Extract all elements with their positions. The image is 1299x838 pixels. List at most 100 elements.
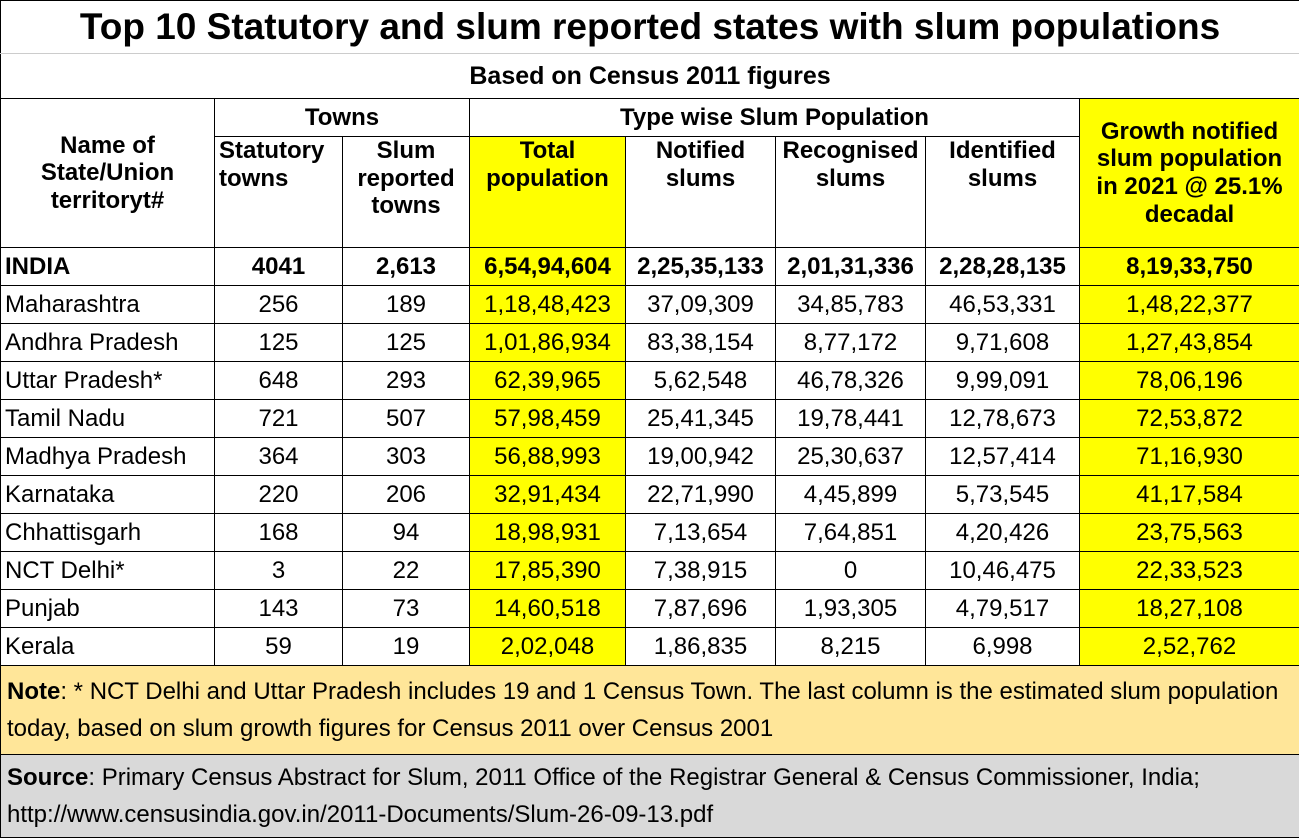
cell-slum-reported: 125 — [343, 324, 470, 362]
header-name: Name of State/Union territoryt# — [1, 99, 215, 248]
cell-recognised: 34,85,783 — [776, 286, 926, 324]
cell-growth: 41,17,584 — [1080, 476, 1299, 514]
header-towns-group: Towns — [215, 99, 470, 137]
header-statutory: Statutory towns — [215, 137, 343, 248]
cell-identified: 2,28,28,135 — [926, 248, 1080, 286]
cell-notified: 22,71,990 — [626, 476, 776, 514]
cell-notified: 1,86,835 — [626, 628, 776, 666]
cell-identified: 12,78,673 — [926, 400, 1080, 438]
note-cell: Note: * NCT Delhi and Uttar Pradesh incl… — [1, 666, 1299, 755]
cell-identified: 46,53,331 — [926, 286, 1080, 324]
cell-slum-reported: 2,613 — [343, 248, 470, 286]
cell-total: 2,02,048 — [470, 628, 626, 666]
cell-recognised: 46,78,326 — [776, 362, 926, 400]
cell-growth: 71,16,930 — [1080, 438, 1299, 476]
cell-slum-reported: 22 — [343, 552, 470, 590]
cell-growth: 1,48,22,377 — [1080, 286, 1299, 324]
cell-statutory: 220 — [215, 476, 343, 514]
slum-population-table-figure: Top 10 Statutory and slum reported state… — [0, 0, 1299, 816]
cell-statutory: 59 — [215, 628, 343, 666]
cell-slum-reported: 73 — [343, 590, 470, 628]
cell-notified: 2,25,35,133 — [626, 248, 776, 286]
cell-notified: 7,13,654 — [626, 514, 776, 552]
header-total: Total population — [470, 137, 626, 248]
cell-total: 18,98,931 — [470, 514, 626, 552]
cell-growth: 1,27,43,854 — [1080, 324, 1299, 362]
cell-identified: 4,79,517 — [926, 590, 1080, 628]
cell-statutory: 4041 — [215, 248, 343, 286]
header-growth: Growth notified slum population in 2021 … — [1080, 99, 1299, 248]
cell-name: Chhattisgarh — [1, 514, 215, 552]
table-title: Top 10 Statutory and slum reported state… — [1, 1, 1299, 54]
cell-recognised: 8,215 — [776, 628, 926, 666]
cell-slum-reported: 206 — [343, 476, 470, 514]
cell-notified: 37,09,309 — [626, 286, 776, 324]
cell-name: INDIA — [1, 248, 215, 286]
cell-total: 62,39,965 — [470, 362, 626, 400]
cell-identified: 5,73,545 — [926, 476, 1080, 514]
cell-name: Uttar Pradesh* — [1, 362, 215, 400]
cell-statutory: 721 — [215, 400, 343, 438]
cell-identified: 9,71,608 — [926, 324, 1080, 362]
cell-slum-reported: 303 — [343, 438, 470, 476]
cell-recognised: 19,78,441 — [776, 400, 926, 438]
cell-identified: 9,99,091 — [926, 362, 1080, 400]
cell-recognised: 4,45,899 — [776, 476, 926, 514]
source-text: : Primary Census Abstract for Slum, 2011… — [7, 764, 1200, 828]
cell-statutory: 168 — [215, 514, 343, 552]
cell-growth: 18,27,108 — [1080, 590, 1299, 628]
cell-total: 32,91,434 — [470, 476, 626, 514]
cell-recognised: 0 — [776, 552, 926, 590]
cell-statutory: 364 — [215, 438, 343, 476]
cell-statutory: 143 — [215, 590, 343, 628]
cell-growth: 2,52,762 — [1080, 628, 1299, 666]
cell-notified: 7,38,915 — [626, 552, 776, 590]
source-label: Source — [7, 764, 88, 791]
cell-growth: 22,33,523 — [1080, 552, 1299, 590]
cell-name: Andhra Pradesh — [1, 324, 215, 362]
cell-total: 17,85,390 — [470, 552, 626, 590]
source-cell: Source: Primary Census Abstract for Slum… — [1, 755, 1299, 838]
cell-total: 57,98,459 — [470, 400, 626, 438]
cell-identified: 10,46,475 — [926, 552, 1080, 590]
note-label: Note — [7, 678, 60, 705]
cell-name: Kerala — [1, 628, 215, 666]
cell-total: 56,88,993 — [470, 438, 626, 476]
cell-statutory: 3 — [215, 552, 343, 590]
cell-slum-reported: 189 — [343, 286, 470, 324]
cell-slum-reported: 507 — [343, 400, 470, 438]
cell-identified: 4,20,426 — [926, 514, 1080, 552]
table-subtitle: Based on Census 2011 figures — [1, 54, 1299, 99]
cell-notified: 5,62,548 — [626, 362, 776, 400]
cell-growth: 78,06,196 — [1080, 362, 1299, 400]
cell-notified: 25,41,345 — [626, 400, 776, 438]
cell-slum-reported: 19 — [343, 628, 470, 666]
cell-growth: 8,19,33,750 — [1080, 248, 1299, 286]
cell-recognised: 2,01,31,336 — [776, 248, 926, 286]
cell-recognised: 1,93,305 — [776, 590, 926, 628]
header-notified: Notified slums — [626, 137, 776, 248]
header-slum-group: Type wise Slum Population — [470, 99, 1080, 137]
cell-notified: 7,87,696 — [626, 590, 776, 628]
cell-slum-reported: 94 — [343, 514, 470, 552]
cell-total: 14,60,518 — [470, 590, 626, 628]
cell-recognised: 8,77,172 — [776, 324, 926, 362]
header-slum-reported: Slum reported towns — [343, 137, 470, 248]
cell-total: 1,18,48,423 — [470, 286, 626, 324]
cell-growth: 72,53,872 — [1080, 400, 1299, 438]
cell-growth: 23,75,563 — [1080, 514, 1299, 552]
cell-name: Tamil Nadu — [1, 400, 215, 438]
header-recognised: Recognised slums — [776, 137, 926, 248]
